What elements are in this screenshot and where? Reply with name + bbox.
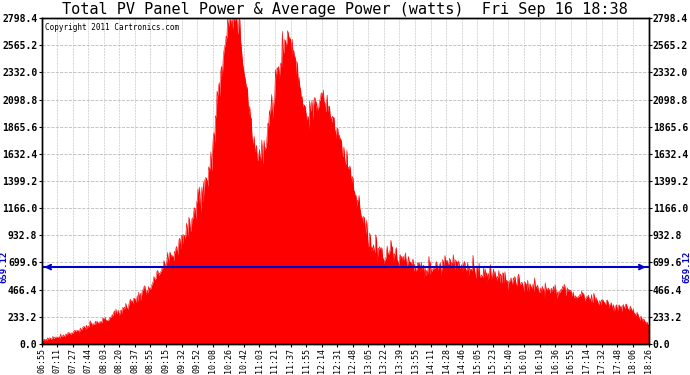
Text: Copyright 2011 Cartronics.com: Copyright 2011 Cartronics.com [45, 23, 179, 32]
Text: 659.12: 659.12 [0, 251, 8, 283]
Title: Total PV Panel Power & Average Power (watts)  Fri Sep 16 18:38: Total PV Panel Power & Average Power (wa… [62, 2, 628, 17]
Text: 659.12: 659.12 [682, 251, 690, 283]
